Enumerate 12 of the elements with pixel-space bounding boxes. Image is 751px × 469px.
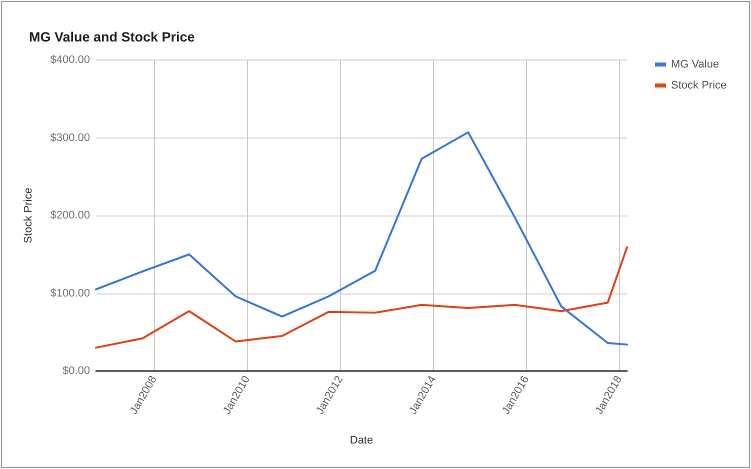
y-axis-title: Stock Price: [22, 188, 34, 244]
y-tick-label: $100.00: [50, 287, 90, 300]
y-tick-label: $200.00: [50, 210, 90, 222]
y-tick-label: $0.00: [62, 365, 90, 377]
line-series: [95, 131, 628, 346]
x-axis-title: Date: [350, 434, 374, 446]
legend-label: MG Value: [671, 58, 720, 70]
y-tick-label: $400.00: [50, 54, 90, 66]
y-tick-label: $300.00: [50, 132, 90, 144]
chart-title: MG Value and Stock Price: [29, 30, 196, 44]
line-series: [95, 246, 628, 349]
legend-label: Stock Price: [671, 80, 727, 92]
